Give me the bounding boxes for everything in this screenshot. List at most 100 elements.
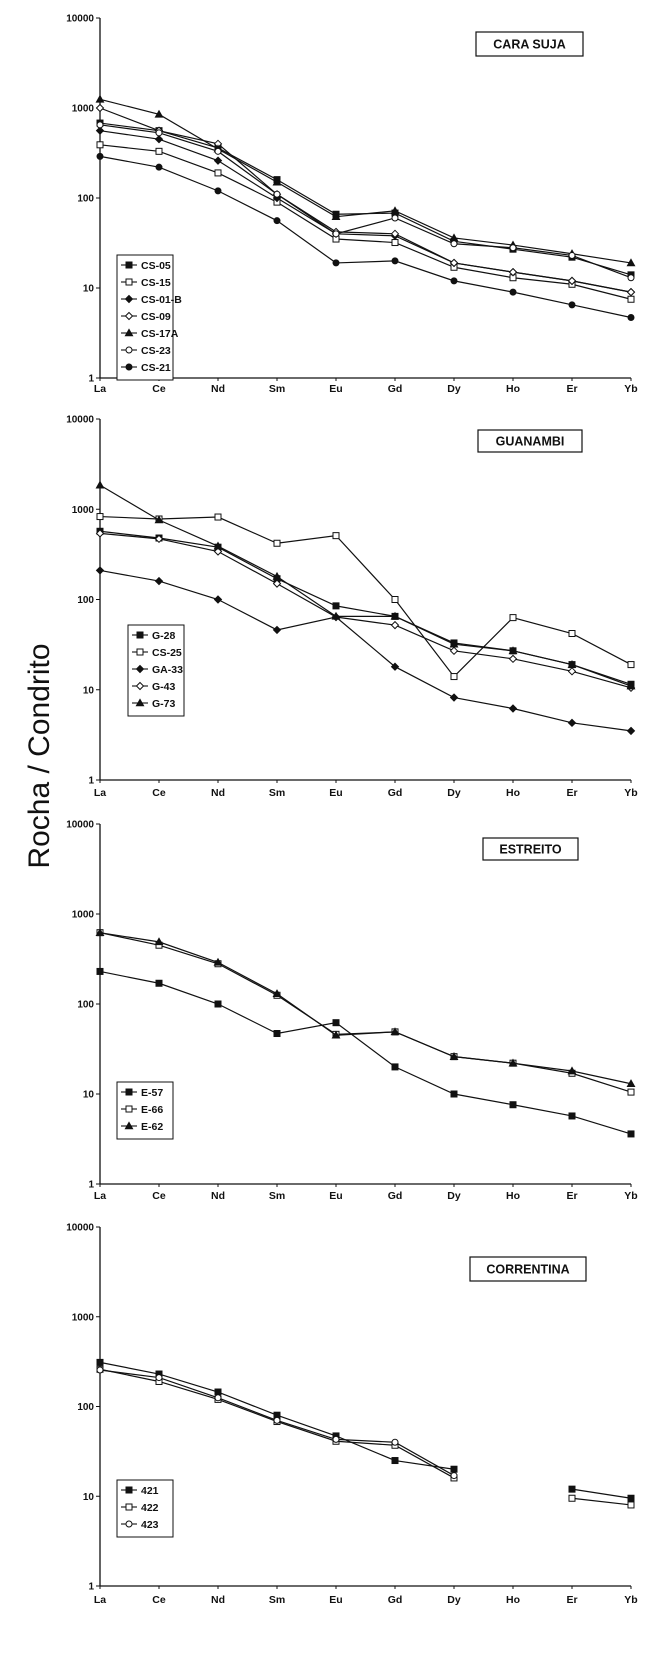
data-point xyxy=(332,1435,340,1443)
legend-marker xyxy=(135,664,145,674)
data-point xyxy=(449,233,459,242)
legend-marker xyxy=(124,1121,134,1130)
data-point xyxy=(627,314,635,322)
data-point xyxy=(390,662,400,671)
data-point xyxy=(450,673,458,681)
y-tick-label: 10000 xyxy=(66,415,94,426)
data-point xyxy=(391,239,399,247)
y-tick-label: 10 xyxy=(83,1090,95,1101)
x-tick-label-la: La xyxy=(94,383,106,395)
data-point xyxy=(508,646,518,655)
legend-marker xyxy=(125,363,133,371)
data-point xyxy=(155,979,163,987)
data-point xyxy=(390,206,400,215)
data-point xyxy=(96,1366,104,1374)
legend-label: CS-09 xyxy=(141,311,171,323)
x-tick-label-yb: Yb xyxy=(624,787,637,799)
x-tick-label-la: La xyxy=(94,1190,106,1202)
x-tick-label-dy: Dy xyxy=(447,1594,461,1606)
data-point xyxy=(213,541,223,550)
series-e-57 xyxy=(96,967,635,1138)
legend-label: E-57 xyxy=(141,1087,163,1099)
chart-panel-correntina: 1 10 100 1000 10000 La Ce Nd Sm Eu Gd Dy Ho Er Yb CORRE… xyxy=(66,1223,638,1607)
data-point xyxy=(391,257,399,265)
data-point xyxy=(95,94,105,103)
series-line xyxy=(99,155,632,319)
y-tick-label: 100 xyxy=(77,1000,94,1011)
legend-label: G-43 xyxy=(152,681,176,693)
data-point xyxy=(154,937,164,946)
legend-marker xyxy=(124,294,134,304)
data-point xyxy=(390,620,400,630)
legend-marker xyxy=(125,1105,133,1113)
data-point xyxy=(390,1027,400,1036)
series-line xyxy=(99,124,632,279)
data-point xyxy=(627,1088,635,1096)
x-tick-label-gd: Gd xyxy=(388,787,403,799)
y-tick-label: 10000 xyxy=(66,14,94,25)
data-point xyxy=(154,109,164,118)
legend-label: G-73 xyxy=(152,698,176,710)
series-line xyxy=(99,107,632,293)
data-point xyxy=(450,277,458,285)
legend-label: CS-25 xyxy=(152,647,182,659)
series-423 xyxy=(96,1366,458,1480)
series-line xyxy=(99,532,632,689)
data-point xyxy=(332,230,340,238)
x-tick-label-yb: Yb xyxy=(624,1594,637,1606)
legend-marker xyxy=(135,681,145,691)
legend-label: 421 xyxy=(141,1485,159,1497)
y-tick-label: 1 xyxy=(88,374,94,385)
data-point xyxy=(626,1079,636,1088)
x-tick-label-sm: Sm xyxy=(269,1594,285,1606)
legend-label: G-28 xyxy=(152,630,176,642)
data-point xyxy=(332,1019,340,1027)
series-cs-23 xyxy=(96,121,635,282)
x-tick-label-eu: Eu xyxy=(329,1190,342,1202)
y-tick-label: 1000 xyxy=(72,104,95,115)
series-line xyxy=(571,1488,632,1499)
series-line xyxy=(99,515,632,678)
data-point xyxy=(508,654,518,664)
data-point xyxy=(567,1066,577,1075)
data-point xyxy=(272,177,282,186)
data-point xyxy=(96,121,104,129)
y-tick-label: 10 xyxy=(83,1492,95,1503)
data-point xyxy=(508,1058,518,1067)
data-point xyxy=(391,1063,399,1071)
data-point xyxy=(626,726,636,736)
chart-title-box xyxy=(469,1256,587,1282)
data-point xyxy=(154,515,164,524)
x-tick-label-ho: Ho xyxy=(506,383,520,395)
y-tick-label: 1 xyxy=(88,776,94,787)
data-point xyxy=(96,513,104,521)
data-point xyxy=(568,301,576,309)
chart-title: ESTREITO xyxy=(499,843,562,857)
x-tick-label-nd: Nd xyxy=(211,787,225,799)
x-tick-label-nd: Nd xyxy=(211,1594,225,1606)
data-point xyxy=(154,576,164,586)
data-point xyxy=(626,258,636,267)
data-point xyxy=(332,532,340,540)
data-point xyxy=(96,1358,104,1366)
data-point xyxy=(155,1374,163,1382)
data-point xyxy=(273,1416,281,1424)
data-point xyxy=(449,639,459,648)
legend-label: E-66 xyxy=(141,1104,163,1116)
data-point xyxy=(450,1472,458,1480)
legend-marker xyxy=(125,1088,133,1096)
data-point xyxy=(96,967,104,975)
series-cs-05 xyxy=(96,119,635,279)
data-point xyxy=(390,229,400,239)
data-point xyxy=(391,214,399,222)
data-point xyxy=(626,287,636,297)
data-point xyxy=(155,147,163,155)
x-tick-label-la: La xyxy=(94,787,106,799)
data-point xyxy=(272,625,282,635)
data-point xyxy=(390,611,400,620)
data-point xyxy=(155,163,163,171)
data-point xyxy=(154,534,164,544)
data-point xyxy=(95,529,105,538)
chart-title-box xyxy=(477,429,583,453)
series-e-66 xyxy=(96,929,635,1096)
